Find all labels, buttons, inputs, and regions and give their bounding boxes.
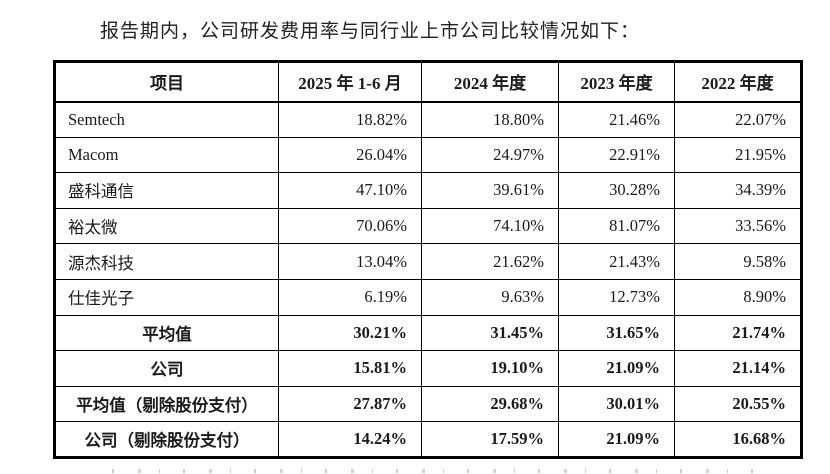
value-cell: 31.65% xyxy=(558,314,675,352)
value-cell: 47.10% xyxy=(278,172,422,209)
row-label: 平均值 xyxy=(54,314,279,352)
value-cell: 14.24% xyxy=(278,421,422,458)
value-cell: 81.07% xyxy=(558,207,675,245)
value-cell: 21.09% xyxy=(558,350,675,387)
header-2024: 2024 年度 xyxy=(421,61,559,103)
value-cell: 21.14% xyxy=(674,350,802,387)
table-row: 仕佳光子 6.19% 9.63% 12.73% 8.90% xyxy=(54,278,802,316)
table-row: 平均值（剔除股份支付） 27.87% 29.68% 30.01% 20.55% xyxy=(54,385,802,423)
value-cell: 29.68% xyxy=(421,385,559,423)
value-cell: 70.06% xyxy=(278,207,422,245)
header-row: 项目 2025 年 1-6 月 2024 年度 2023 年度 2022 年度 xyxy=(54,61,802,103)
value-cell: 13.04% xyxy=(278,243,422,280)
value-cell: 12.73% xyxy=(558,278,675,316)
header-item: 项目 xyxy=(54,61,279,103)
row-label: 公司（剔除股份支付） xyxy=(54,421,279,458)
value-cell: 30.21% xyxy=(278,314,422,352)
value-cell: 8.90% xyxy=(674,278,802,316)
table-row: 公司 15.81% 19.10% 21.09% 21.14% xyxy=(54,350,802,387)
value-cell: 21.43% xyxy=(558,243,675,280)
value-cell: 21.46% xyxy=(558,101,675,138)
row-label: Macom xyxy=(54,136,279,174)
value-cell: 21.62% xyxy=(421,243,559,280)
table-row: 平均值 30.21% 31.45% 31.65% 21.74% xyxy=(54,314,802,352)
rd-expense-comparison-table: 项目 2025 年 1-6 月 2024 年度 2023 年度 2022 年度 … xyxy=(53,60,803,459)
intro-paragraph: 报告期内，公司研发费用率与同行业上市公司比较情况如下： xyxy=(100,21,641,42)
table-body: Semtech 18.82% 18.80% 21.46% 22.07% Maco… xyxy=(54,101,802,458)
header-2025-h1: 2025 年 1-6 月 xyxy=(278,61,422,103)
value-cell: 27.87% xyxy=(278,385,422,423)
value-cell: 6.19% xyxy=(278,278,422,316)
cropped-next-text-line xyxy=(112,469,772,473)
value-cell: 15.81% xyxy=(278,350,422,387)
value-cell: 22.07% xyxy=(674,101,802,138)
value-cell: 17.59% xyxy=(421,421,559,458)
table-row: 裕太微 70.06% 74.10% 81.07% 33.56% xyxy=(54,207,802,245)
value-cell: 9.63% xyxy=(421,278,559,316)
table-row: Macom 26.04% 24.97% 22.91% 21.95% xyxy=(54,136,802,174)
table-header: 项目 2025 年 1-6 月 2024 年度 2023 年度 2022 年度 xyxy=(54,61,802,103)
value-cell: 21.09% xyxy=(558,421,675,458)
table-row: Semtech 18.82% 18.80% 21.46% 22.07% xyxy=(54,101,802,138)
header-2022: 2022 年度 xyxy=(674,61,802,103)
row-label: 公司 xyxy=(54,350,279,387)
row-label: 源杰科技 xyxy=(54,243,279,280)
value-cell: 20.55% xyxy=(674,385,802,423)
value-cell: 34.39% xyxy=(674,172,802,209)
row-label: 裕太微 xyxy=(54,207,279,245)
value-cell: 18.82% xyxy=(278,101,422,138)
value-cell: 33.56% xyxy=(674,207,802,245)
value-cell: 30.28% xyxy=(558,172,675,209)
table-row: 盛科通信 47.10% 39.61% 30.28% 34.39% xyxy=(54,172,802,209)
value-cell: 39.61% xyxy=(421,172,559,209)
table-row: 源杰科技 13.04% 21.62% 21.43% 9.58% xyxy=(54,243,802,280)
value-cell: 24.97% xyxy=(421,136,559,174)
row-label: 平均值（剔除股份支付） xyxy=(54,385,279,423)
value-cell: 19.10% xyxy=(421,350,559,387)
row-label: 盛科通信 xyxy=(54,172,279,209)
header-2023: 2023 年度 xyxy=(558,61,675,103)
value-cell: 31.45% xyxy=(421,314,559,352)
value-cell: 30.01% xyxy=(558,385,675,423)
value-cell: 21.95% xyxy=(674,136,802,174)
value-cell: 22.91% xyxy=(558,136,675,174)
value-cell: 21.74% xyxy=(674,314,802,352)
value-cell: 9.58% xyxy=(674,243,802,280)
value-cell: 74.10% xyxy=(421,207,559,245)
value-cell: 16.68% xyxy=(674,421,802,458)
row-label: 仕佳光子 xyxy=(54,278,279,316)
row-label: Semtech xyxy=(54,101,279,138)
table-row: 公司（剔除股份支付） 14.24% 17.59% 21.09% 16.68% xyxy=(54,421,802,458)
value-cell: 26.04% xyxy=(278,136,422,174)
value-cell: 18.80% xyxy=(421,101,559,138)
